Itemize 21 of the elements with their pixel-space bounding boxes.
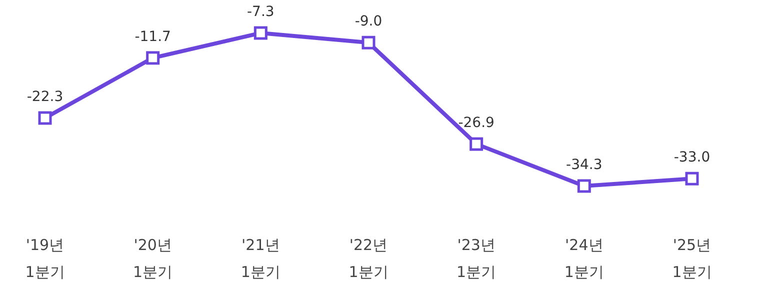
data-label: -34.3 [566,157,602,173]
data-label: -11.7 [134,28,171,45]
point [254,26,268,40]
x-tick-label: '24년 1분기 [564,236,604,281]
data-label: -7.3 [247,4,274,20]
point [38,111,52,125]
point [146,51,160,65]
x-tick-label: '20년 1분기 [133,236,173,281]
x-tick-label: '25년 1분기 [672,236,712,281]
data-label: -22.3 [26,89,64,105]
point [577,179,591,193]
data-label: -9.0 [354,14,382,30]
point [685,172,699,186]
x-tick-label: '22년 1분기 [348,236,388,281]
x-tick-label: '21년 1분기 [240,236,280,281]
data-label: -26.9 [458,115,494,132]
point [470,137,484,151]
x-tick-label: '19년 1분기 [25,236,65,281]
data-label: -33.0 [674,150,710,166]
point [362,36,376,50]
x-tick-label: '23년 1분기 [456,236,496,281]
